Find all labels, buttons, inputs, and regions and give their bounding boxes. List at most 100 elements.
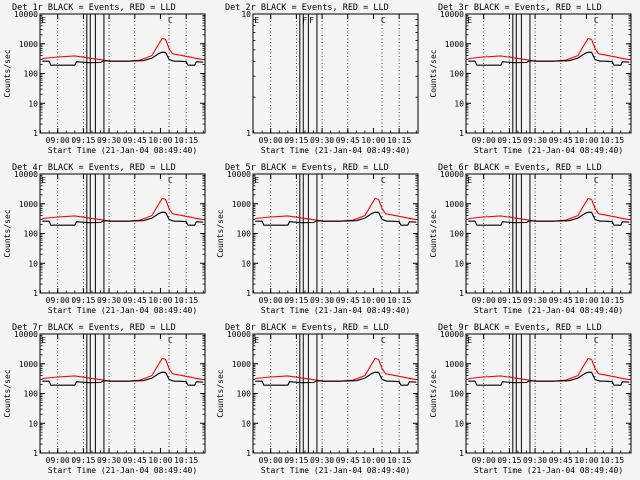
x-tick-label: 09:30 [523, 136, 547, 145]
x-axis-label: Start Time (21-Jan-04 08:49:40) [48, 146, 197, 155]
x-axis-label: Start Time (21-Jan-04 08:49:40) [48, 466, 197, 475]
lld-series-line [255, 357, 417, 382]
y-tick-label: 10000 [14, 10, 38, 19]
detector-chart: Det 9r BLACK = Events, RED = LLD 1 10 100 10… [429, 323, 632, 475]
x-tick-label: 09:15 [71, 296, 95, 305]
flag-label: C [594, 176, 599, 185]
y-tick-label: 10000 [227, 170, 251, 179]
x-tick-label: 09:45 [549, 296, 573, 305]
flag-label: E [467, 16, 472, 25]
y-tick-label: 1 [33, 289, 38, 298]
detector-chart: Det 7r BLACK = Events, RED = LLD 1 10 100 10… [3, 323, 206, 475]
lld-series-line [42, 357, 204, 382]
y-tick-label: 10 [28, 99, 38, 108]
x-tick-label: 09:00 [259, 296, 283, 305]
x-tick-label: 10:00 [574, 296, 598, 305]
flag-label: C [168, 336, 173, 345]
chart-title: Det 1r BLACK = Events, RED = LLD [12, 3, 176, 13]
chart-title: Det 4r BLACK = Events, RED = LLD [12, 163, 176, 173]
y-tick-label: 10000 [14, 330, 38, 339]
y-axis-label: Counts/sec [429, 369, 438, 417]
y-tick-label: 1 [33, 129, 38, 138]
flag-label: E [41, 176, 46, 185]
x-tick-label: 09:30 [310, 296, 334, 305]
detector-chart: Det 8r BLACK = Events, RED = LLD 1 10 100 10… [216, 323, 419, 475]
y-tick-label: 10000 [440, 10, 464, 19]
detector-panel: Det 4r BLACK = Events, RED = LLD 1 10 100 10… [0, 160, 213, 320]
y-axis-label: Counts/sec [216, 209, 225, 257]
y-tick-label: 10000 [227, 330, 251, 339]
lld-series-line [42, 37, 204, 62]
flag-label: E [254, 176, 259, 185]
detector-panel: Det 8r BLACK = Events, RED = LLD 1 10 100 10… [213, 320, 426, 480]
plot-frame [252, 173, 419, 294]
x-tick-label: 09:00 [472, 296, 496, 305]
x-tick-label: 10:00 [574, 456, 598, 465]
detector-chart: Det 1r BLACK = Events, RED = LLD 1 10 100 10… [3, 3, 206, 155]
plot-frame [39, 333, 206, 454]
detector-chart: Det 4r BLACK = Events, RED = LLD 1 10 100 10… [3, 163, 206, 315]
y-tick-label: 10 [28, 259, 38, 268]
lld-series-line [255, 197, 417, 222]
x-axis-label: Start Time (21-Jan-04 08:49:40) [474, 146, 623, 155]
events-series-line [255, 211, 417, 226]
x-tick-label: 09:30 [97, 296, 121, 305]
x-tick-label: 09:30 [97, 136, 121, 145]
y-tick-label: 1000 [19, 200, 38, 209]
y-tick-label: 100 [450, 390, 465, 399]
y-tick-label: 10000 [440, 330, 464, 339]
events-series-line [468, 51, 630, 66]
y-tick-label: 1 [246, 129, 251, 138]
x-tick-label: 09:00 [46, 296, 70, 305]
x-axis-label: Start Time (21-Jan-04 08:49:40) [474, 466, 623, 475]
detector-panel: Det 2r BLACK = Events, RED = LLD 1 10 09:00… [213, 0, 426, 160]
events-series-line [255, 371, 417, 386]
x-tick-label: 09:45 [336, 456, 360, 465]
events-series-line [42, 51, 204, 66]
plot-frame [252, 13, 419, 134]
x-tick-label: 09:00 [472, 456, 496, 465]
plot-frame [39, 173, 206, 294]
y-tick-label: 1 [459, 129, 464, 138]
chart-title: Det 8r BLACK = Events, RED = LLD [225, 323, 389, 333]
y-tick-label: 10 [241, 419, 251, 428]
x-tick-label: 09:45 [123, 456, 147, 465]
x-tick-label: 09:45 [549, 136, 573, 145]
flag-label: E [254, 336, 259, 345]
y-tick-label: 1000 [19, 40, 38, 49]
chart-title: Det 2r BLACK = Events, RED = LLD [225, 3, 389, 13]
flag-label: E [254, 16, 259, 25]
events-series-line [468, 211, 630, 226]
x-tick-label: 09:45 [123, 136, 147, 145]
detector-panel: Det 5r BLACK = Events, RED = LLD 1 10 100 10… [213, 160, 426, 320]
flag-label: C [381, 16, 386, 25]
flag-label: E [41, 336, 46, 345]
x-tick-label: 09:00 [259, 456, 283, 465]
y-tick-label: 10000 [440, 170, 464, 179]
y-tick-label: 1 [246, 289, 251, 298]
y-tick-label: 10 [454, 419, 464, 428]
flag-label: E [467, 336, 472, 345]
plot-frame [252, 333, 419, 454]
y-tick-label: 1 [33, 449, 38, 458]
x-tick-label: 09:15 [71, 136, 95, 145]
x-axis-label: Start Time (21-Jan-04 08:49:40) [261, 306, 410, 315]
x-tick-label: 09:30 [97, 456, 121, 465]
x-axis-label: Start Time (21-Jan-04 08:49:40) [474, 306, 623, 315]
x-tick-label: 10:00 [148, 136, 172, 145]
detector-chart: Det 5r BLACK = Events, RED = LLD 1 10 100 10… [216, 163, 419, 315]
x-tick-label: 09:15 [71, 456, 95, 465]
x-tick-label: 09:15 [497, 456, 521, 465]
detector-panel: Det 9r BLACK = Events, RED = LLD 1 10 100 10… [426, 320, 639, 480]
y-tick-label: 10 [454, 99, 464, 108]
x-tick-label: 09:30 [523, 456, 547, 465]
x-tick-label: 09:30 [310, 456, 334, 465]
x-tick-label: 09:15 [284, 296, 308, 305]
x-tick-label: 09:00 [472, 136, 496, 145]
x-tick-label: 10:00 [361, 296, 385, 305]
y-tick-label: 1000 [232, 200, 251, 209]
y-tick-label: 10 [241, 10, 251, 19]
x-tick-label: 10:15 [600, 136, 624, 145]
detector-panel: Det 3r BLACK = Events, RED = LLD 1 10 100 10… [426, 0, 639, 160]
